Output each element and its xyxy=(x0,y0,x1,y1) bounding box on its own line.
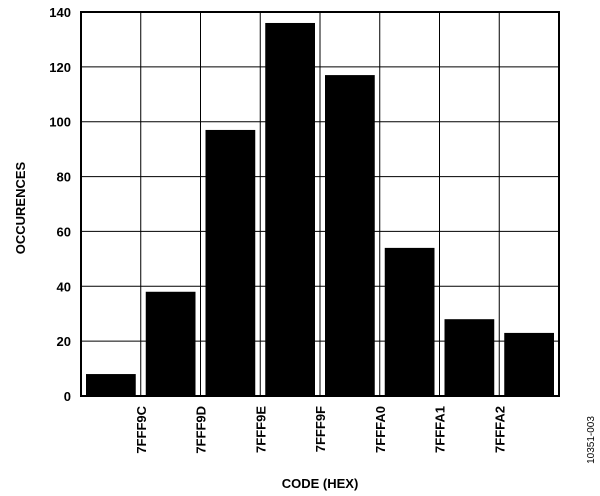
y-tick-labels: 0 20 40 60 80 100 120 140 xyxy=(49,5,71,404)
bar xyxy=(145,291,196,396)
x-tick-label: 7FFFA1 xyxy=(433,406,448,453)
bar xyxy=(205,129,256,396)
bar xyxy=(504,332,554,396)
x-tick-label: 7FFF9F xyxy=(313,406,328,452)
x-tick-label: 7FFF9E xyxy=(253,406,268,453)
grid-lines xyxy=(81,11,559,397)
plot-frame xyxy=(80,11,560,397)
bar xyxy=(444,319,495,396)
x-axis-label: CODE (HEX) xyxy=(282,476,359,491)
y-axis-label: OCCURENCES xyxy=(13,161,28,254)
x-tick-label: 7FFF9C xyxy=(134,405,149,453)
x-tick-label: 7FFF9D xyxy=(194,406,209,454)
bar xyxy=(325,75,375,396)
y-tick-label: 60 xyxy=(57,224,71,239)
y-tick-label: 120 xyxy=(49,60,71,75)
bar xyxy=(265,22,315,396)
y-tick-label: 0 xyxy=(64,389,71,404)
bars xyxy=(86,22,554,396)
bar xyxy=(384,247,435,396)
x-tick-label: 7FFFA0 xyxy=(373,406,388,453)
y-tick-label: 140 xyxy=(49,5,71,20)
x-tick-label: 7FFFA2 xyxy=(492,406,507,453)
y-tick-label: 80 xyxy=(57,170,71,185)
y-tick-label: 100 xyxy=(49,115,71,130)
bar xyxy=(86,374,136,396)
figure-id: 10351-003 xyxy=(586,416,597,464)
y-tick-label: 40 xyxy=(57,279,71,294)
y-tick-label: 20 xyxy=(57,334,71,349)
x-tick-labels: 7FFF9C 7FFF9D 7FFF9E 7FFF9F 7FFFA0 7FFFA1 7FFF… xyxy=(134,405,508,453)
